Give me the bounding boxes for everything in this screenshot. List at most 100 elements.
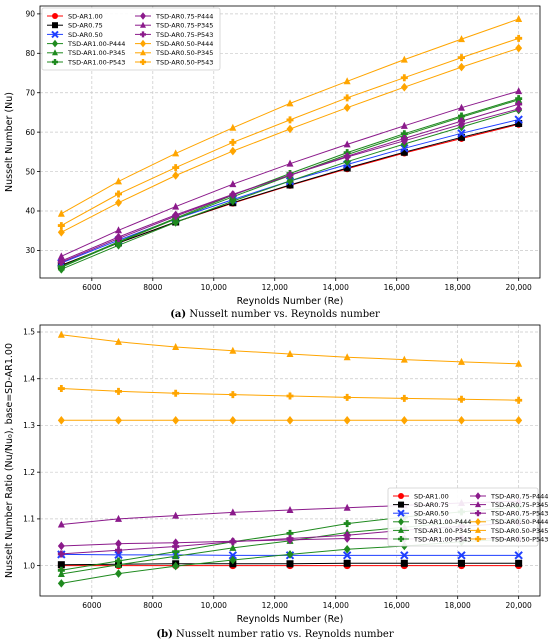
b-point-tsd-ar0-75-p543 [57,550,65,558]
a-point-tsd-ar0-50-p543 [343,94,351,102]
caption-a-label: (a) [170,309,186,320]
a-legend-item-tsd-ar0-75-p543: TSD-AR0.75-P543 [135,31,213,39]
b-legend-label: TSD-AR1.00-P444 [413,518,471,526]
b-point-tsd-ar0-50-p543 [172,389,180,397]
a-x-tick-label: 12,000 [262,283,288,292]
a-point-tsd-ar0-50-p345 [343,77,351,85]
a-point-tsd-ar0-75-p543 [400,134,408,142]
b-point-tsd-ar1-00-p444 [229,555,237,565]
a-legend-label: SD-AR0.50 [68,31,103,39]
b-point-tsd-ar0-50-p345 [343,353,351,361]
a-point-tsd-ar0-50-p444 [457,62,465,72]
a-point-tsd-ar0-50-p444 [172,171,180,180]
b-point-sd-ar0-75 [57,561,65,569]
b-x-tick-label: 12,000 [262,601,288,610]
b-point-sd-ar0-50 [228,551,238,560]
a-point-sd-ar0-75 [343,164,351,172]
b-legend-marker [397,509,405,517]
panel-a-nusselt-chart: 6000 8000 10,000 12,000 14,000 16,000 18,000 20… [4,5,541,307]
a-point-tsd-ar0-50-p543 [115,190,123,198]
a-legend-box [41,7,221,71]
a-legend-item-tsd-ar0-50-p444: TSD-AR0.50-P444 [135,39,213,48]
a-y-tick-label: 80 [25,49,35,58]
a-legend-item-tsd-ar0-75-p345: TSD-AR0.75-P345 [135,22,213,30]
b-point-tsd-ar0-50-p345 [400,355,408,363]
a-legend: SD-AR1.00 SD-AR0.75SD-AR0.50TSD-AR1.00-P4… [41,7,221,71]
a-point-tsd-ar1-00-p543 [343,149,351,157]
b-x-tick-label: 8000 [143,601,162,610]
b-legend-item-tsd-ar0-50-p444: TSD-AR0.50-P444 [470,518,548,526]
a-point-tsd-ar0-50-p444 [515,43,523,53]
b-series-tsd-ar0-50-p345 [57,330,523,367]
b-point-tsd-ar0-50-p444 [57,416,65,425]
b-legend-marker [475,526,481,533]
a-legend-label: TSD-AR0.75-P543 [155,31,213,39]
a-legend-marker [140,59,146,65]
b-legend-label: TSD-AR0.75-P345 [490,501,548,509]
b-point-tsd-ar0-50-p345 [172,342,180,350]
a-x-tick-label: 6000 [82,283,101,292]
caption-b-text: Nusselt number ratio vs. Reynolds number [173,629,394,640]
a-legend-marker [52,22,58,29]
b-point-tsd-ar1-00-p543 [57,566,65,574]
a-legend-item-tsd-ar0-75-p444: TSD-AR0.75-P444 [135,12,213,20]
b-legend-label: TSD-AR0.50-P345 [490,527,548,535]
a-point-tsd-ar0-75-p543 [115,235,123,243]
a-legend-label: SD-AR1.00 [68,12,103,20]
b-x-tick-label: 14,000 [323,601,349,610]
a-y-tick-label: 60 [25,128,35,137]
a-point-tsd-ar0-50-p345 [57,209,65,217]
b-point-tsd-ar0-50-p444 [286,416,294,425]
b-point-tsd-ar0-75-p345 [172,511,180,519]
b-series-tsd-ar0-50-p543 [57,385,523,404]
b-x-tick-label: 6000 [82,601,101,610]
a-point-tsd-ar1-00-p543 [400,130,408,138]
a-point-tsd-ar0-50-p543 [229,138,237,146]
a-series-tsd-ar0-50-p444 [57,43,523,237]
b-x-tick-label: 20,000 [506,601,532,610]
a-point-tsd-ar0-75-p543 [229,191,237,199]
b-point-tsd-ar0-75-p444 [57,541,65,551]
a-point-sd-ar0-50 [457,129,466,138]
a-point-tsd-ar1-00-p444 [286,176,294,186]
b-point-tsd-ar0-50-p444 [457,416,465,425]
b-point-sd-ar0-50 [514,551,523,560]
b-point-tsd-ar0-50-p543 [286,392,294,400]
b-point-tsd-ar0-50-p345 [229,346,237,354]
a-point-tsd-ar0-50-p345 [172,149,180,157]
a-legend-label: TSD-AR0.75-P444 [155,12,213,20]
b-point-tsd-ar1-00-p345 [229,543,237,551]
b-legend-item-sd-ar0-75: SD-AR0.75 [393,501,449,509]
b-point-tsd-ar0-75-p543 [172,542,180,550]
b-point-tsd-ar1-00-p543 [343,520,351,528]
b-legend-marker [475,510,481,517]
b-legend: SD-AR1.00SD-AR0.75SD-AR0.50TSD-AR1.00-P4… [387,487,548,547]
b-x-tick-label: 16,000 [384,601,410,610]
a-legend-item-tsd-ar0-50-p543: TSD-AR0.50-P543 [135,58,213,66]
a-legend-marker [140,12,146,20]
a-legend-marker [140,31,146,38]
b-legend-label: TSD-AR0.75-P543 [490,510,548,518]
b-legend-item-tsd-ar0-50-p543: TSD-AR0.50-P543 [470,535,548,543]
b-point-tsd-ar0-75-p345 [57,520,65,528]
b-point-tsd-ar0-75-p543 [115,546,123,554]
a-x-tick-label: 10,000 [201,283,227,292]
a-point-tsd-ar1-00-p444 [343,157,351,167]
a-x-axis-label: Reynolds Number (Re) [237,296,344,307]
a-point-tsd-ar0-75-p543 [286,171,294,179]
a-legend-label: TSD-AR0.50-P543 [155,58,213,66]
b-legend-marker [398,493,404,499]
b-point-tsd-ar0-50-p543 [457,395,465,403]
b-point-tsd-ar1-00-p444 [57,579,65,588]
b-point-sd-ar0-75 [515,559,523,567]
b-legend-marker [475,518,481,526]
b-legend-label: TSD-AR1.00-P345 [413,527,471,535]
b-point-tsd-ar0-50-p444 [343,416,351,425]
b-legend-item-tsd-ar0-75-p444: TSD-AR0.75-P444 [470,492,548,500]
svg-text:(b) Nusselt number ratio vs. R: (b) Nusselt number ratio vs. Reynolds nu… [156,629,394,640]
b-point-sd-ar0-75 [457,559,465,567]
b-legend-label: TSD-AR0.50-P543 [490,535,548,543]
a-point-tsd-ar0-50-p345 [400,55,408,63]
a-x-tick-label: 20,000 [506,283,532,292]
